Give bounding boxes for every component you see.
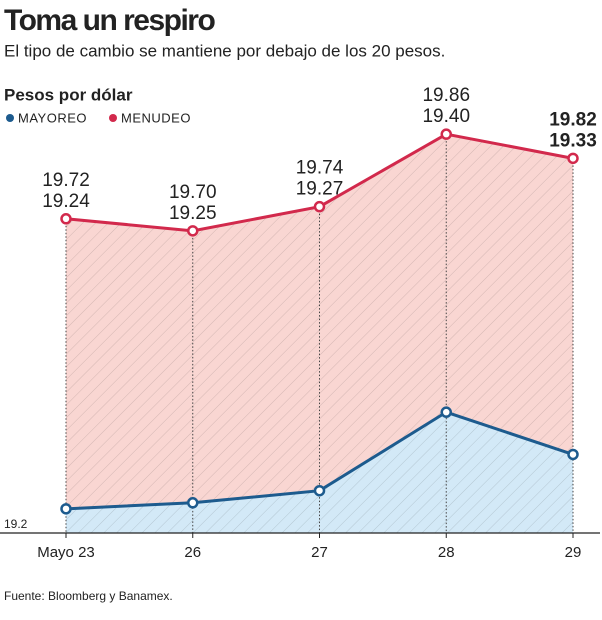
point: [313, 200, 326, 213]
x-tick-label: 29: [565, 544, 582, 561]
x-tick-label: 28: [438, 544, 455, 561]
point: [60, 213, 72, 225]
x-tick-label: 26: [184, 544, 201, 561]
chart-title: Toma un respiro: [4, 4, 215, 37]
point: [440, 406, 452, 418]
point: [187, 497, 199, 509]
chart-subtitle: El tipo de cambio se mantiene por debajo…: [4, 41, 445, 60]
y-axis-label: Pesos por dólar: [4, 85, 133, 104]
value-label: 19.33: [549, 130, 597, 151]
x-tick-label: Mayo 23: [37, 544, 95, 561]
point: [567, 152, 579, 165]
point: [567, 448, 579, 461]
legend-label: MENUDEO: [121, 110, 191, 125]
value-label: 19.27: [296, 179, 344, 200]
value-label: 19.82: [549, 109, 597, 130]
point: [60, 503, 72, 515]
value-label: 19.70: [169, 182, 217, 203]
point: [440, 128, 452, 140]
legend-marker: [6, 114, 14, 122]
value-label: 19.24: [42, 191, 90, 212]
y-tick-label: 19.2: [4, 517, 28, 531]
x-tick-label: 27: [311, 544, 328, 561]
point: [313, 484, 326, 497]
point: [187, 225, 199, 237]
value-label: 19.25: [169, 203, 217, 224]
value-label: 19.72: [42, 170, 90, 191]
value-label: 19.86: [422, 85, 470, 106]
value-label: 19.74: [296, 158, 344, 179]
source: Fuente: Bloomberg y Banamex.: [4, 589, 173, 603]
legend-marker: [109, 114, 117, 122]
legend-label: MAYOREO: [18, 110, 87, 125]
value-label: 19.40: [422, 106, 470, 127]
